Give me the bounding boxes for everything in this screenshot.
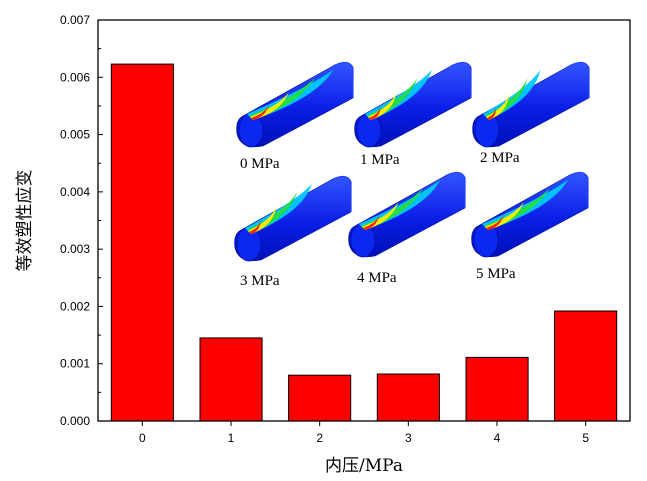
bars-layer	[110, 63, 618, 422]
inset-label-2: 2 MPa	[480, 150, 520, 166]
contour-cylinder-0	[236, 61, 354, 148]
x-tick-label: 5	[582, 431, 589, 445]
bar-3	[376, 373, 440, 422]
inset-label-3: 3 MPa	[240, 273, 280, 289]
bar-4	[465, 356, 529, 422]
y-tick-label: 0.003	[60, 242, 90, 256]
inset-label-1: 1 MPa	[360, 152, 400, 168]
bar-2	[288, 374, 352, 422]
y-tick-label: 0.000	[60, 414, 90, 428]
x-axis: 0 1 2 3 4 5	[139, 421, 589, 445]
x-tick-label: 1	[228, 431, 235, 445]
bar-5	[554, 310, 618, 422]
bar-1	[199, 337, 263, 422]
y-tick-label: 0.007	[60, 13, 90, 27]
inset-label-5: 5 MPa	[476, 266, 516, 282]
x-tick-label: 2	[316, 431, 323, 445]
y-tick-label: 0.006	[60, 70, 90, 84]
y-tick-label: 0.004	[60, 185, 90, 199]
x-axis-title: 内压/MPa	[325, 456, 403, 476]
inset-label-0: 0 MPa	[240, 156, 280, 172]
stress-contour-insets: 0 MPa 1 MPa 2 MPa 3 MPa 4 MPa 5 MPa	[234, 61, 590, 289]
contour-cylinder-2	[472, 61, 590, 148]
y-tick-label: 0.005	[60, 128, 90, 142]
x-tick-label: 0	[139, 431, 146, 445]
contour-cylinder-1	[354, 61, 472, 148]
contour-cylinder-4	[348, 171, 466, 258]
y-axis: 0.000 0.001 0.002 0.003 0.004 0.005 0.006 0.007	[60, 13, 103, 428]
inset-label-4: 4 MPa	[357, 270, 397, 286]
y-axis-title: 等效塑性应变	[15, 170, 35, 272]
contour-cylinder-3	[234, 175, 352, 262]
x-tick-label: 3	[405, 431, 412, 445]
contour-cylinder-5	[471, 171, 589, 258]
y-tick-label: 0.001	[60, 357, 90, 371]
bar-0	[110, 63, 174, 422]
x-tick-label: 4	[494, 431, 501, 445]
y-tick-label: 0.002	[60, 299, 90, 313]
